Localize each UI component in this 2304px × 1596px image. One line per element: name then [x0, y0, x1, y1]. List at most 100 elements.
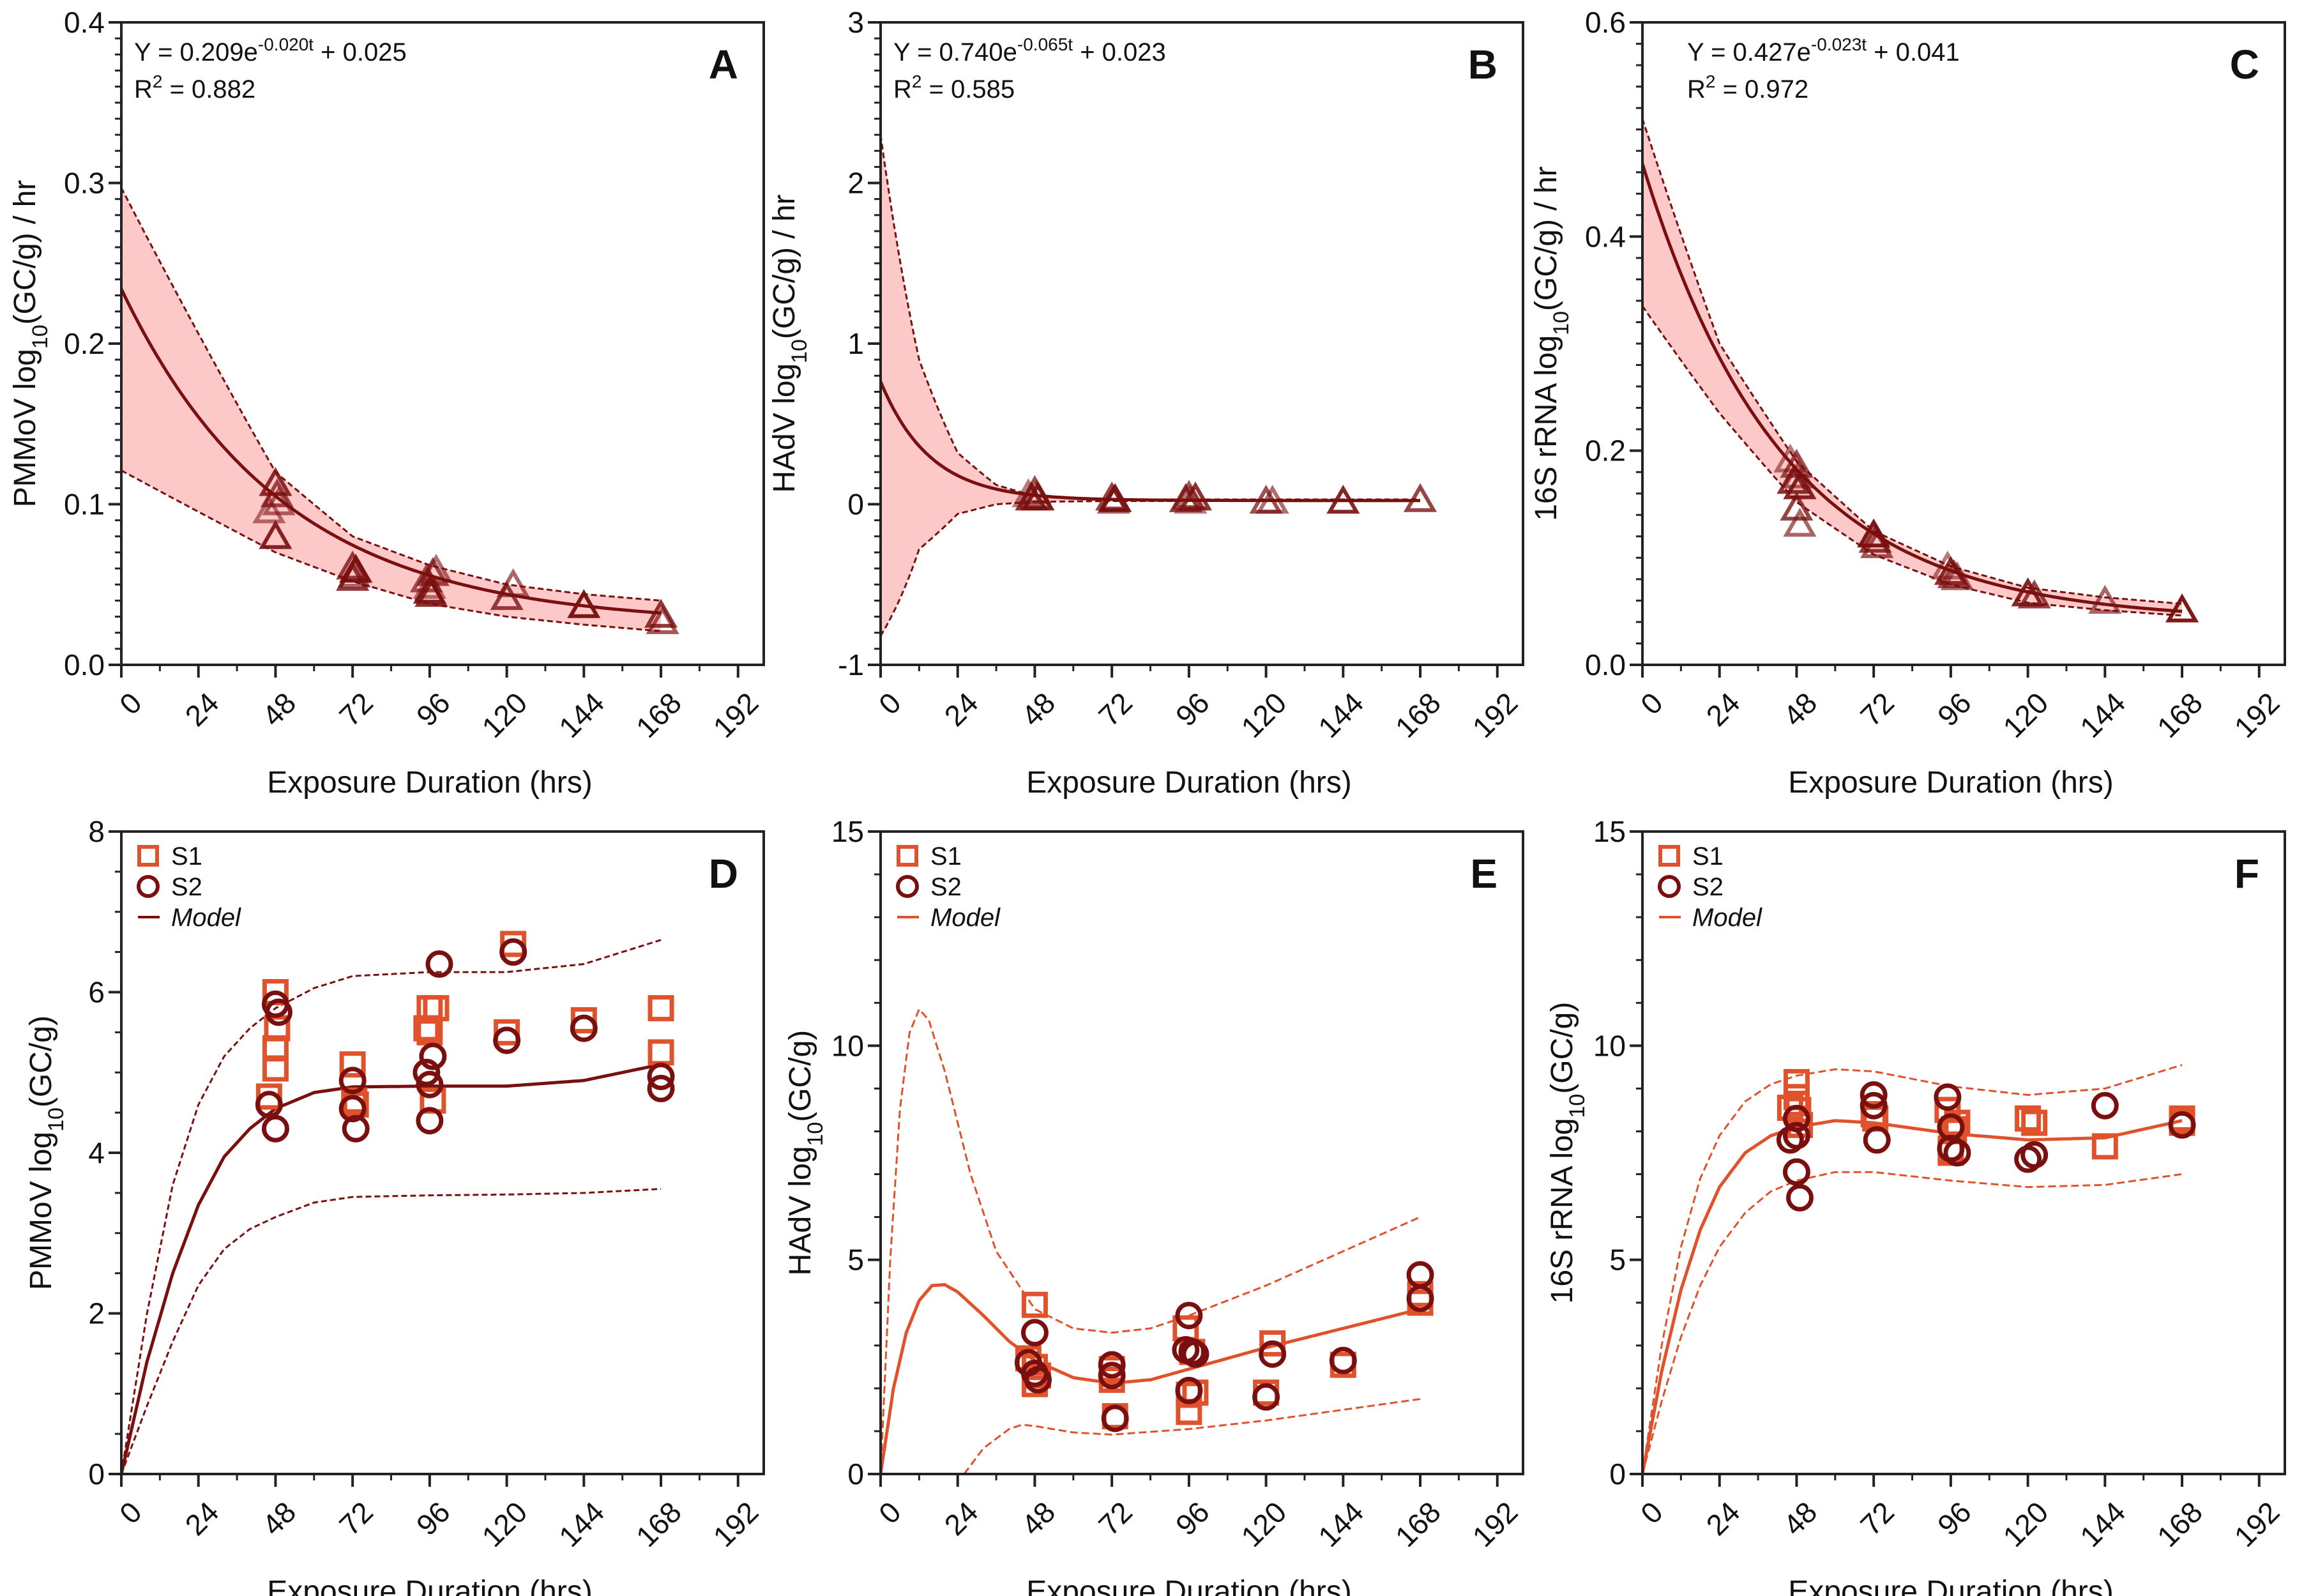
data-point-s1: [339, 1051, 366, 1078]
x-tick-label: 192: [2228, 1495, 2286, 1553]
legend-label-model: Model: [930, 904, 1001, 932]
lower-prediction-line: [121, 1188, 662, 1474]
lower-confidence-line: [121, 469, 662, 632]
y-tick-label: 0.2: [1585, 434, 1626, 467]
data-point-s1: [2091, 1133, 2118, 1160]
data-point-triangle: [1860, 529, 1894, 558]
y-axis-title-tail: (GC/g): [1545, 1002, 1579, 1094]
axes-frame: [879, 830, 1524, 1475]
x-tick-label: 96: [1931, 1495, 1978, 1542]
data-point-s2: [1782, 1104, 1810, 1132]
y-axis-title-tail: (GC/g): [784, 1030, 817, 1122]
legend: S1 S2 Model: [896, 842, 1001, 932]
data-point-triangle: [2017, 579, 2051, 609]
data-point-triangle: [1178, 481, 1213, 511]
y-axis-title: 16S rRNA log10(GC/g) / hr: [1529, 166, 1573, 521]
data-point-s2: [1020, 1319, 1049, 1347]
r-squared: R2 = 0.972: [1687, 72, 1808, 103]
plot-area: [1642, 1064, 2196, 1474]
legend: S1 S2 Model: [1658, 842, 1762, 932]
x-tick-label: 0: [1634, 1495, 1669, 1530]
data-point-triangle: [1098, 483, 1132, 512]
y-axis-title-main: HAdV log: [768, 363, 801, 493]
r2-superscript: 2: [912, 72, 922, 91]
data-point-s1: [2015, 1105, 2042, 1132]
equation-suffix: + 0.041: [1867, 38, 1960, 66]
data-point-triangle: [1783, 508, 1817, 537]
x-tick-label: 120: [475, 1495, 533, 1553]
equation-prefix: Y = 0.740e: [893, 38, 1017, 66]
x-tick-label: 120: [1996, 686, 2054, 744]
legend-circle-icon: [896, 875, 919, 898]
x-tick-label: 24: [938, 1495, 985, 1542]
data-point-s2: [425, 950, 453, 978]
x-tick-label: 72: [1854, 1495, 1900, 1542]
x-tick-label: 120: [475, 686, 533, 744]
data-point-s1: [262, 1055, 289, 1082]
x-tick-label: 24: [179, 686, 225, 733]
legend-label-model: Model: [171, 904, 241, 932]
y-axis-title: 16S rRNA log10(GC/g): [1545, 1002, 1589, 1304]
y-axis-title-subscript: 10: [44, 1107, 68, 1132]
equation-exponent: -0.020t: [258, 34, 314, 54]
y-tick-label: 4: [88, 1136, 105, 1169]
y-tick-label: 0.0: [1585, 648, 1626, 681]
x-tick-label: 72: [1092, 686, 1139, 733]
data-point-s2: [1024, 1365, 1052, 1394]
legend-circle-icon: [1658, 875, 1681, 898]
y-tick-label: 5: [847, 1243, 864, 1277]
x-tick-label: 192: [1466, 686, 1524, 744]
x-tick-label: 0: [113, 686, 148, 721]
x-tick-label: 0: [113, 1495, 148, 1530]
data-point-s2: [570, 1014, 598, 1042]
x-tick-label: 96: [1931, 686, 1978, 733]
data-point-s2: [647, 1074, 675, 1102]
r2-superscript: 2: [153, 72, 163, 91]
y-axis-title: HAdV log10(GC/g): [784, 1030, 828, 1276]
data-point-s2: [2020, 1141, 2049, 1169]
r2-prefix: R: [134, 75, 153, 103]
data-point-s2: [493, 1026, 521, 1054]
x-tick-label: 72: [333, 686, 379, 733]
data-point-s1: [1259, 1330, 1286, 1357]
x-tick-label: 24: [1700, 686, 1747, 733]
fit-equation: Y = 0.427e-0.023t + 0.041: [1687, 34, 1960, 66]
panel-e: S1 S2 Model 0 5 10 15 0 24 48 72 96 120 144 168 192 Expo…: [784, 815, 1524, 1596]
legend-label-s2: S2: [171, 873, 202, 901]
x-tick-label: 48: [255, 1495, 302, 1542]
upper-confidence-line: [1642, 118, 2183, 605]
x-tick-label: 24: [1700, 1495, 1747, 1542]
model-fit-line: [121, 288, 662, 615]
x-tick-label: 168: [1389, 1495, 1447, 1553]
fit-equation: Y = 0.209e-0.020t + 0.025: [134, 34, 407, 66]
lower-confidence-line: [881, 500, 1420, 637]
x-tick-label: 120: [1996, 1495, 2054, 1553]
x-tick-label: 144: [1312, 1495, 1370, 1553]
x-tick-label: 144: [552, 1495, 610, 1553]
y-axis-title-main: 16S rRNA log: [1529, 335, 1563, 521]
equation-prefix: Y = 0.427e: [1687, 38, 1811, 66]
data-point-s2: [419, 1042, 447, 1070]
equation-suffix: + 0.023: [1073, 38, 1166, 66]
data-point-s2: [413, 1058, 441, 1086]
y-axis-title-tail: (GC/g) / hr: [1529, 166, 1563, 311]
data-point-s2: [261, 1114, 289, 1143]
x-tick-label: 168: [630, 1495, 688, 1553]
data-point-triangle: [336, 561, 370, 591]
x-axis-title: Exposure Duration (hrs): [1788, 1575, 2114, 1596]
y-axis-title-main: 16S rRNA log: [1545, 1118, 1579, 1304]
x-axis-title: Exposure Duration (hrs): [1026, 766, 1352, 800]
data-point-triangle: [419, 554, 453, 583]
data-point-s1: [648, 1039, 674, 1066]
x-tick-label: 48: [1777, 686, 1823, 733]
x-tick-label: 48: [1015, 1495, 1061, 1542]
equation-exponent: -0.065t: [1017, 34, 1073, 54]
equation-suffix: + 0.025: [314, 38, 407, 66]
x-tick-label: 72: [1092, 1495, 1139, 1542]
data-point-s2: [2091, 1091, 2119, 1120]
r2-superscript: 2: [1706, 72, 1716, 91]
data-point-s2: [1101, 1404, 1129, 1433]
